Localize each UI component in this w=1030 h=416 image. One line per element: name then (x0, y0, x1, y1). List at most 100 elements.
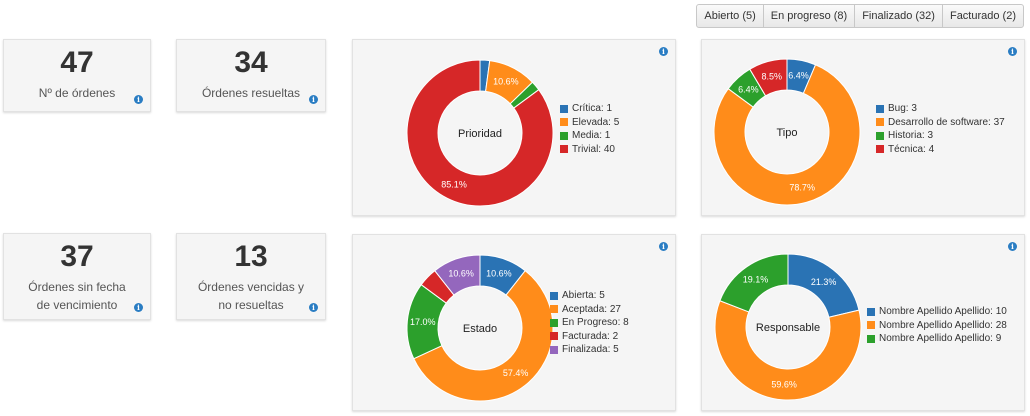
stat-value: 13 (234, 240, 268, 273)
filter-finalizado-button[interactable]: Finalizado (32) (855, 5, 943, 27)
donut-chart: 6.4%78.7%6.4%8.5%Tipo (713, 58, 861, 206)
legend-item[interactable]: Nombre Apellido Apellido: 28 (867, 319, 1007, 333)
chart-legend: Crítica: 1 Elevada: 5 Media: 1 Trivial: 40 (560, 102, 619, 156)
slice-percent-label: 6.4% (738, 84, 759, 94)
donut-slice-5[interactable] (434, 254, 481, 296)
legend-swatch (550, 332, 558, 341)
slice-percent-label: 78.7% (789, 182, 815, 192)
legend-label: Elevada: 5 (572, 116, 620, 128)
chart-legend: Abierta: 5 Aceptada: 27 En Progreso: 8 Fact… (550, 289, 629, 357)
info-icon[interactable] (309, 95, 318, 104)
donut-chart: 21.3% 59.6% 19.1% Responsable (714, 253, 862, 401)
donut-slice-2[interactable] (714, 300, 862, 401)
donut-slice-3[interactable] (719, 253, 789, 313)
legend-item[interactable]: Bug: 3 (876, 102, 1005, 116)
info-icon[interactable] (1008, 242, 1017, 251)
legend-label: Nombre Apellido Apellido: 10 (879, 306, 1007, 317)
legend-swatch (876, 118, 884, 127)
legend-item[interactable]: Media: 1 (560, 129, 619, 143)
legend-item[interactable]: Abierta: 5 (550, 289, 629, 303)
donut-slice-4[interactable] (749, 58, 788, 97)
chart-card-estado: 10.6% 57.4% 17.0% 10.6% Estado Abierta: 5 Ace… (352, 234, 676, 411)
legend-swatch (560, 104, 568, 113)
stat-card-no-due-date: 37 Órdenes sin fecha de vencimiento (3, 233, 151, 320)
stat-card-total-orders: 47 Nº de órdenes (3, 39, 151, 112)
legend-swatch (867, 307, 875, 316)
chart-legend: Bug: 3 Desarrollo de software: 37 Historia… (876, 102, 1005, 156)
legend-item[interactable]: Crítica: 1 (560, 102, 619, 116)
donut-slice-2[interactable] (713, 64, 861, 206)
slice-percent-label: 10.6% (448, 269, 474, 279)
slice-percent-label: 10.6% (493, 77, 519, 87)
legend-item[interactable]: Elevada: 5 (560, 116, 619, 130)
filter-en-progreso-button[interactable]: En progreso (8) (764, 5, 856, 27)
legend-label: Técnica: 4 (888, 143, 935, 155)
legend-swatch (560, 118, 568, 127)
legend-swatch (876, 131, 884, 140)
legend-label: Media: 1 (572, 130, 611, 141)
legend-label: Historia: 3 (888, 130, 934, 141)
legend-label: Nombre Apellido Apellido: 28 (879, 319, 1007, 331)
legend-label: Finalizada: 5 (562, 344, 619, 355)
legend-label: Bug: 3 (888, 103, 917, 114)
legend-item[interactable]: Desarrollo de software: 37 (876, 116, 1005, 130)
legend-item[interactable]: Nombre Apellido Apellido: 9 (867, 332, 1007, 346)
legend-item[interactable]: En Progreso: 8 (550, 316, 629, 330)
stat-card-resolved-orders: 34 Órdenes resueltas (176, 39, 326, 112)
info-icon[interactable] (309, 303, 318, 312)
legend-label: Trivial: 40 (572, 143, 615, 155)
legend-item[interactable]: Historia: 3 (876, 129, 1005, 143)
slice-percent-label: 10.6% (486, 269, 512, 279)
legend-item[interactable]: Nombre Apellido Apellido: 10 (867, 305, 1007, 319)
legend-swatch (876, 145, 884, 154)
slice-percent-label: 57.4% (503, 368, 529, 378)
legend-swatch (876, 104, 884, 113)
donut-chart: 10.6% 85.1% Prioridad (406, 59, 554, 207)
slice-percent-label: 19.1% (743, 275, 769, 285)
legend-item[interactable]: Facturada: 2 (550, 330, 629, 344)
legend-swatch (550, 318, 558, 327)
stat-card-overdue-unresolved: 13 Órdenes vencidas y no resueltas (176, 233, 326, 320)
legend-item[interactable]: Técnica: 4 (876, 143, 1005, 157)
legend-label: Facturada: 2 (562, 330, 619, 342)
slice-percent-label: 8.5% (762, 72, 783, 82)
slice-percent-label: 17.0% (410, 317, 436, 327)
legend-label: Desarrollo de software: 37 (888, 116, 1005, 128)
legend-label: Crítica: 1 (572, 103, 613, 114)
stat-value: 34 (234, 46, 268, 79)
slice-percent-label: 21.3% (811, 277, 837, 287)
legend-swatch (560, 145, 568, 154)
info-icon[interactable] (659, 242, 668, 251)
stat-label: Órdenes vencidas y no resueltas (197, 280, 305, 312)
info-icon[interactable] (134, 95, 143, 104)
chart-center-title: Prioridad (458, 128, 502, 140)
info-icon[interactable] (659, 47, 668, 56)
chart-card-prioridad: 10.6% 85.1% Prioridad Crítica: 1 Elevada: 5… (352, 39, 676, 216)
legend-item[interactable]: Finalizada: 5 (550, 343, 629, 357)
filter-abierto-button[interactable]: Abierto (5) (697, 5, 764, 27)
chart-card-responsable: 21.3% 59.6% 19.1% Responsable Nombre Apelli… (701, 234, 1025, 411)
legend-swatch (550, 345, 558, 354)
legend-swatch (550, 291, 558, 300)
stat-label: Nº de órdenes (38, 86, 116, 100)
filter-facturado-button[interactable]: Facturado (2) (949, 10, 1016, 22)
info-icon[interactable] (134, 303, 143, 312)
stat-value: 37 (60, 240, 94, 273)
legend-swatch (867, 334, 875, 343)
legend-swatch (867, 321, 875, 330)
legend-item[interactable]: Trivial: 40 (560, 143, 619, 157)
chart-center-title: Tipo (777, 127, 798, 139)
stat-value: 47 (60, 46, 94, 79)
chart-card-tipo: 6.4% 78.7% 6.4% 8.5% Tipo Bug: 3 Desarrollo d… (701, 39, 1025, 216)
legend-label: En Progreso: 8 (562, 317, 629, 328)
donut-slice-4[interactable] (406, 59, 554, 207)
legend-swatch (560, 131, 568, 140)
legend-item[interactable]: Aceptada: 27 (550, 303, 629, 317)
chart-center-title: Estado (463, 323, 497, 335)
slice-percent-label: 85.1% (441, 179, 467, 189)
chart-legend: Nombre Apellido Apellido: 10 Nombre Apell… (867, 305, 1007, 346)
slice-percent-label: 59.6% (771, 379, 797, 389)
legend-label: Aceptada: 27 (562, 303, 621, 315)
info-icon[interactable] (1008, 47, 1017, 56)
